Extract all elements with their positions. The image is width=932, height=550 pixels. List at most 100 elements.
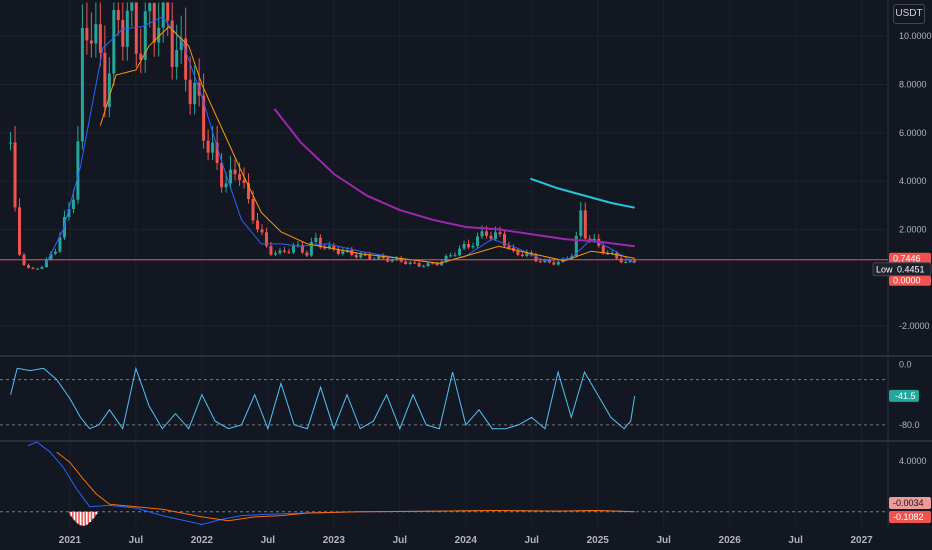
macd-histogram-bar xyxy=(78,511,81,525)
macd-histogram-bar xyxy=(81,511,84,526)
candle-body xyxy=(467,244,471,248)
osc-badge xyxy=(889,389,919,402)
candle-body xyxy=(273,253,277,255)
candle-body xyxy=(449,255,453,257)
candle-body xyxy=(215,142,219,164)
candle-body xyxy=(40,267,44,269)
candle-body xyxy=(247,182,251,199)
candle-body xyxy=(71,199,75,210)
candle-body xyxy=(520,254,524,256)
candle-body xyxy=(233,169,237,175)
candle-body xyxy=(85,27,89,41)
candle-body xyxy=(67,209,71,217)
x-tick-label-11: Jul xyxy=(788,535,803,546)
candle-body xyxy=(547,260,551,263)
zero-badge xyxy=(889,275,931,286)
candle-body xyxy=(116,9,120,21)
candle-body xyxy=(480,231,484,237)
macd-tick-label-0: 4.0000 xyxy=(899,456,927,466)
candle-body xyxy=(422,266,426,268)
candle-body xyxy=(408,262,412,264)
candle-body xyxy=(206,140,210,153)
candle-body xyxy=(471,246,475,248)
candle-body xyxy=(27,265,31,268)
low-badge-value: 0.4451 xyxy=(897,265,925,275)
x-tick-label-9: Jul xyxy=(656,535,671,546)
candle-body xyxy=(556,261,560,265)
macd-histogram-bar xyxy=(82,511,85,526)
macd-badge-2 xyxy=(889,511,931,523)
ma-slow-line xyxy=(99,25,635,264)
macd-badge-1-value: -0.0034 xyxy=(893,498,924,508)
candle-body xyxy=(579,210,583,236)
osc-tick-label-1: -80.0 xyxy=(899,420,920,430)
candle-body xyxy=(534,255,538,262)
macd-histogram-bar xyxy=(68,511,71,515)
candle-body xyxy=(440,261,444,266)
x-tick-label-7: Jul xyxy=(525,535,540,546)
macd-histogram-bar xyxy=(95,511,98,515)
ma-projection-line xyxy=(530,177,635,209)
osc-badge-value: -41.5 xyxy=(895,391,916,401)
candle-body xyxy=(175,50,179,67)
candle-body xyxy=(516,250,520,255)
candle-body xyxy=(327,245,331,249)
candle-body xyxy=(211,142,215,153)
candle-body xyxy=(251,198,255,221)
candle-body xyxy=(498,232,502,235)
candle-body xyxy=(323,247,327,249)
low-badge-label: Low xyxy=(876,265,893,275)
candle-body xyxy=(112,9,116,74)
candle-body xyxy=(444,255,448,262)
macd-histogram-bar xyxy=(76,511,79,524)
candle-body xyxy=(619,258,623,263)
ma-long-line xyxy=(273,108,635,248)
price-tick-label-2: 6.0000 xyxy=(899,128,927,138)
price-tick-label-5: -2.0000 xyxy=(899,321,930,331)
candle-body xyxy=(476,236,480,247)
candle-body xyxy=(18,207,22,255)
macd-histogram-bar xyxy=(84,511,87,526)
candle-body xyxy=(220,163,224,188)
currency-label[interactable]: USDT xyxy=(893,4,925,24)
candle-body xyxy=(624,261,628,263)
candle-body xyxy=(256,220,260,230)
candle-body xyxy=(390,259,394,262)
candle-body xyxy=(552,262,556,265)
candle-body xyxy=(49,253,53,260)
candle-body xyxy=(484,231,488,236)
candle-body xyxy=(94,24,98,44)
candle-body xyxy=(278,250,282,254)
x-tick-label-12: 2027 xyxy=(850,535,873,546)
candle-body xyxy=(242,180,246,183)
x-tick-label-1: Jul xyxy=(129,535,144,546)
candle-body xyxy=(287,251,291,253)
candle-body xyxy=(363,254,367,256)
candle-body xyxy=(381,256,385,259)
candle-body xyxy=(359,254,363,258)
x-tick-label-8: 2025 xyxy=(587,535,610,546)
price-badge-current-value: 0.7446 xyxy=(893,254,921,264)
candle-body xyxy=(332,245,336,250)
candle-body xyxy=(62,216,66,238)
candle-body xyxy=(489,235,493,239)
candle-body xyxy=(628,260,632,262)
candle-body xyxy=(58,237,62,252)
candle-body xyxy=(31,267,35,269)
candle-body xyxy=(377,256,381,259)
macd-histogram-bar xyxy=(72,511,75,519)
candle-body xyxy=(291,245,295,253)
candle-body xyxy=(35,268,39,270)
x-tick-label-10: 2026 xyxy=(719,535,742,546)
macd-histogram-bar xyxy=(73,511,76,521)
price-badge-current xyxy=(889,252,931,265)
candle-body xyxy=(583,210,587,239)
macd-histogram-bar xyxy=(93,511,96,517)
candle-body xyxy=(314,237,318,243)
macd-histogram-bar xyxy=(79,511,82,526)
candle-body xyxy=(121,20,125,47)
candle-body xyxy=(404,261,408,264)
candle-body xyxy=(592,238,596,241)
